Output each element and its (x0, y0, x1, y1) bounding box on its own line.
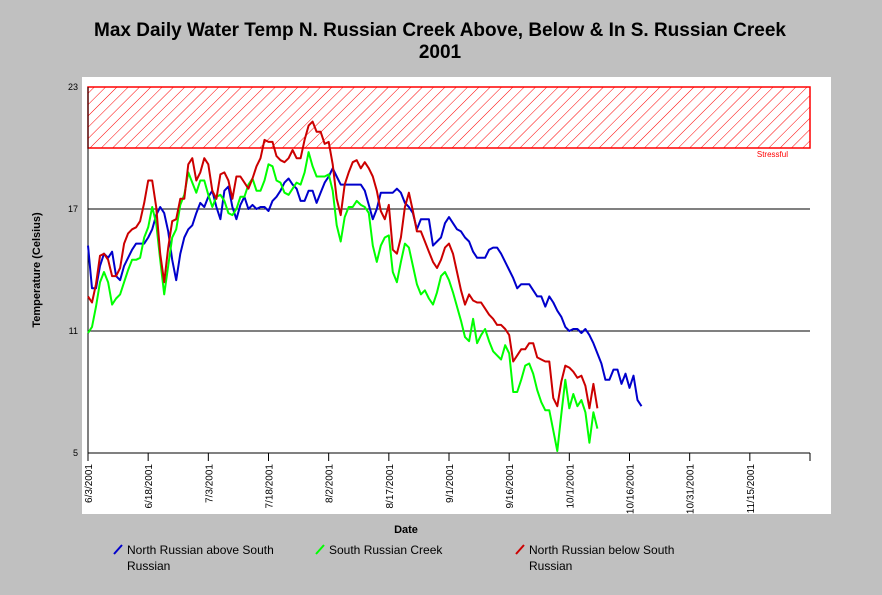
legend-label: South Russian Creek (329, 543, 443, 557)
legend-swatch (315, 544, 325, 555)
stressful-band (87, 86, 811, 149)
x-tick-label: 8/17/2001 (385, 464, 396, 509)
x-tick-label: 10/16/2001 (626, 464, 637, 514)
series-line-2 (87, 151, 599, 452)
x-tick-label: 6/18/2001 (144, 464, 155, 509)
series-line-1 (87, 167, 643, 407)
x-tick-label: 8/2/2001 (325, 464, 336, 503)
x-axis-title: Date (394, 524, 418, 536)
y-tick-label: 23 (68, 82, 78, 92)
stressful-label: Stressful (757, 150, 788, 159)
legend-swatch (515, 544, 525, 555)
plot-area (82, 77, 831, 514)
y-tick-label: 11 (69, 326, 78, 336)
y-tick-label: 17 (68, 204, 78, 214)
x-tick-label: 7/3/2001 (204, 464, 215, 503)
x-tick-label: 9/16/2001 (505, 464, 516, 509)
x-tick-label: 6/3/2001 (84, 464, 95, 503)
legend-label: North Russian below South Russian (529, 543, 675, 573)
x-tick-label: 10/31/2001 (686, 464, 697, 514)
series-line-3 (87, 120, 599, 410)
x-tick-label: 9/1/2001 (445, 464, 456, 503)
x-tick-label: 10/1/2001 (565, 464, 576, 509)
legend-swatch (113, 544, 123, 555)
legend-label: North Russian above South Russian (127, 543, 274, 573)
chart-title: Max Daily Water Temp N. Russian Creek Ab… (94, 20, 786, 63)
x-tick-label: 7/18/2001 (265, 464, 276, 509)
y-tick-label: 5 (73, 448, 78, 458)
y-axis-title: Temperature (Celsius) (31, 212, 43, 328)
x-tick-label: 11/15/2001 (746, 464, 757, 514)
